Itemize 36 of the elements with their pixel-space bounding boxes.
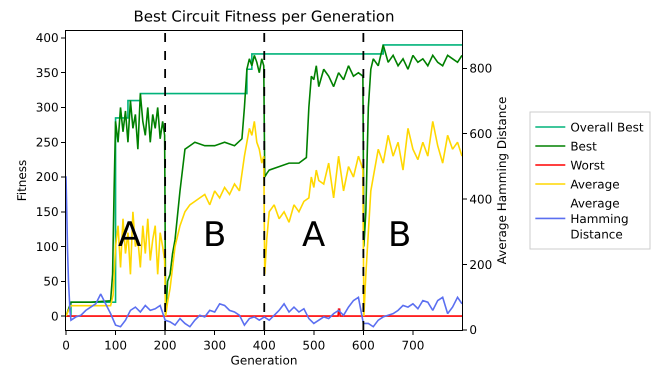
legend-label: Best xyxy=(570,140,598,154)
legend-label: Average xyxy=(570,178,620,192)
x-tick-label: 200 xyxy=(154,338,177,352)
line-series xyxy=(66,175,462,328)
y2-tick-label: 0 xyxy=(469,323,478,338)
y-tick-label: 0 xyxy=(50,309,59,324)
line-series xyxy=(66,120,462,317)
annotation: A xyxy=(302,215,326,255)
x-tick-label: 400 xyxy=(252,338,276,352)
y2-axis-title: Average Hamming Distance xyxy=(495,96,510,264)
legend-label: Worst xyxy=(570,158,606,173)
x-tick-label: 600 xyxy=(352,338,375,352)
x-tick-label: 100 xyxy=(104,338,128,352)
annotation: B xyxy=(203,215,226,255)
legend-label: Average Hamming Distance xyxy=(570,196,629,242)
y-tick-label: 300 xyxy=(36,100,59,115)
y-tick-label: 400 xyxy=(36,31,59,46)
y2-tick-label: 800 xyxy=(469,61,492,76)
y2-tick-label: 200 xyxy=(469,258,492,272)
x-tick-label: 0 xyxy=(62,338,70,352)
y-tick-label: 250 xyxy=(36,135,59,150)
y-tick-label: 50 xyxy=(43,274,59,289)
y-axis-title: Fitness xyxy=(14,160,29,202)
y-tick-label: 100 xyxy=(36,240,59,254)
annotation: B xyxy=(388,215,412,255)
legend-label: Overall Best xyxy=(570,120,644,135)
x-tick-label: 700 xyxy=(401,338,424,352)
chart-title: Best Circuit Fitness per Generation xyxy=(133,7,395,26)
x-axis-title: Generation xyxy=(230,353,298,368)
x-tick-label: 500 xyxy=(302,338,326,352)
x-tick-label: 300 xyxy=(203,338,226,352)
y2-tick-label: 600 xyxy=(469,126,492,141)
y-tick-label: 350 xyxy=(36,66,59,80)
y-tick-label: 150 xyxy=(36,204,59,219)
y2-tick-label: 400 xyxy=(469,192,492,206)
y-tick-label: 200 xyxy=(36,170,59,184)
